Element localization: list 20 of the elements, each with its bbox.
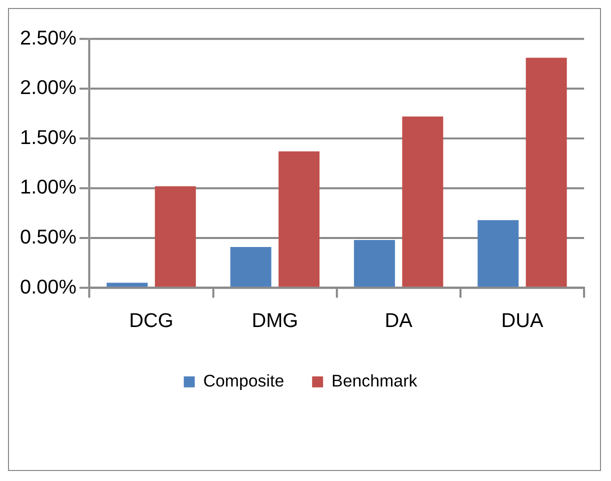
bar: [278, 151, 320, 287]
bar: [478, 220, 519, 287]
y-tick-label: 0.00%: [20, 276, 76, 298]
bar: [154, 186, 196, 287]
bar: [526, 58, 567, 287]
y-tick-label: 0.50%: [20, 226, 76, 248]
y-tick-label: 2.50%: [20, 27, 76, 50]
bar: [106, 282, 148, 287]
x-tick-label: DUA: [501, 310, 544, 332]
y-tick-label: 1.50%: [20, 126, 76, 149]
y-tick-label: 1.00%: [20, 176, 76, 199]
bar: [354, 240, 395, 287]
bar: [402, 116, 444, 287]
legend-label: Benchmark: [332, 372, 418, 391]
x-tick-label: DMG: [252, 310, 298, 332]
bar: [230, 246, 272, 287]
y-tick-label: 2.00%: [20, 77, 76, 100]
x-tick-label: DA: [384, 310, 414, 332]
x-tick-label: DCG: [129, 310, 174, 332]
legend-label: Composite: [203, 372, 284, 391]
